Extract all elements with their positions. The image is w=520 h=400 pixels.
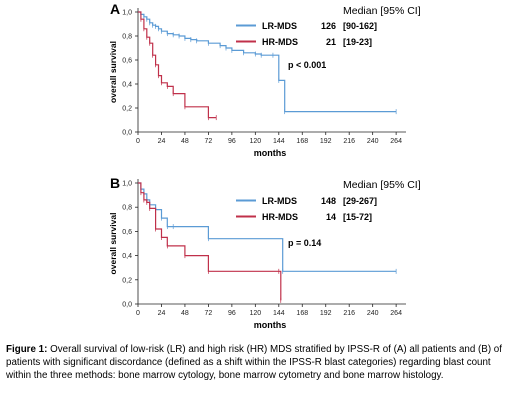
panel-b-legend-header: Median [95% CI] [343,179,421,191]
panel-b-series-hr-mds-line [138,182,282,301]
panel-a-y-tick-label: 0,4 [122,82,132,89]
panel-a-label: A [110,1,120,17]
panel-a-legend-header: Median [95% CI] [343,5,421,17]
panel-b-y-axis-title: overall survival [108,213,118,275]
panel-b-x-tick-label: 0 [136,310,140,317]
panel-a-x-tick-label: 168 [296,138,308,145]
panel-b-x-tick-label: 72 [205,310,213,317]
panel-b-x-tick-label: 48 [181,310,189,317]
panel-b-legend-name: LR-MDS [262,196,297,206]
panel-a-x-tick-label: 24 [158,138,166,145]
panel-a-legend-ci: [19-23] [343,37,372,47]
panel-a-y-tick-label: 0,2 [122,106,132,113]
caption-text: Overall survival of low-risk (LR) and hi… [6,344,502,381]
panel-a-x-tick-label: 120 [249,138,261,145]
panel-a-x-tick-label: 96 [228,138,236,145]
panel-a-x-tick-label: 48 [181,138,189,145]
panel-b-legend-name: HR-MDS [262,212,298,222]
panel-a-y-tick-label: 0,8 [122,34,132,41]
panel-b-y-tick-label: 0,8 [122,205,132,212]
panel-b-x-tick-label: 192 [320,310,332,317]
panel-b-p-value: p = 0.14 [288,238,321,248]
figure-caption: Figure 1: Overall survival of low-risk (… [6,343,514,382]
panel-b-x-tick-label: 216 [343,310,355,317]
panel-b-legend-median: 14 [326,212,336,222]
panel-b-y-tick-label: 0,6 [122,229,132,236]
panel-b-x-tick-label: 120 [249,310,261,317]
panel-a-x-tick-label: 192 [320,138,332,145]
panel-a-legend-name: HR-MDS [262,37,298,47]
panel-b-x-axis-title: months [254,320,287,330]
panel-b-y-tick-label: 0,4 [122,253,132,260]
panel-a-x-tick-label: 0 [136,138,140,145]
panel-a-series-hr-mds-line [138,11,217,119]
panel-b-x-tick-label: 264 [390,310,402,317]
panel-b-y-tick-label: 0,0 [122,302,132,309]
panel-a-y-tick-label: 1,0 [122,10,132,17]
panel-a-x-tick-label: 216 [343,138,355,145]
panel-a-legend-median: 126 [321,21,336,31]
panel-b-y-tick-label: 1,0 [122,181,132,188]
panel-a-x-tick-label: 264 [390,138,402,145]
panel-b-x-tick-label: 24 [158,310,166,317]
panel-b-label: B [110,175,120,191]
panel-b-legend-median: 148 [321,196,336,206]
panel-a-p-value: p < 0.001 [288,60,326,70]
panel-b-x-tick-label: 168 [296,310,308,317]
panel-a-y-tick-label: 0,6 [122,58,132,65]
caption-label: Figure 1: [6,344,48,355]
panel-b-x-tick-label: 144 [273,310,285,317]
panel-b-y-tick-label: 0,2 [122,277,132,284]
panel-b-x-tick-label: 96 [228,310,236,317]
panel-a-x-axis-title: months [254,148,287,158]
panel-b-x-tick-label: 240 [367,310,379,317]
panel-a-legend-ci: [90-162] [343,21,377,31]
panel-a-y-axis-title: overall survival [108,41,118,103]
survival-figure: A 0,0 0,2 0,4 0,6 0,8 1,0 0 24 48 72 96 120 144 168 192… [108,1,421,330]
panel-a-x-tick-label: 72 [205,138,213,145]
panel-a-legend-median: 21 [326,37,336,47]
panel-b-legend-ci: [15-72] [343,212,372,222]
panel-a-x-tick-label: 240 [367,138,379,145]
panel-a-x-tick-label: 144 [273,138,285,145]
panel-a-legend-name: LR-MDS [262,21,297,31]
panel-a-y-tick-label: 0,0 [122,130,132,137]
panel-b-legend-ci: [29-267] [343,196,377,206]
